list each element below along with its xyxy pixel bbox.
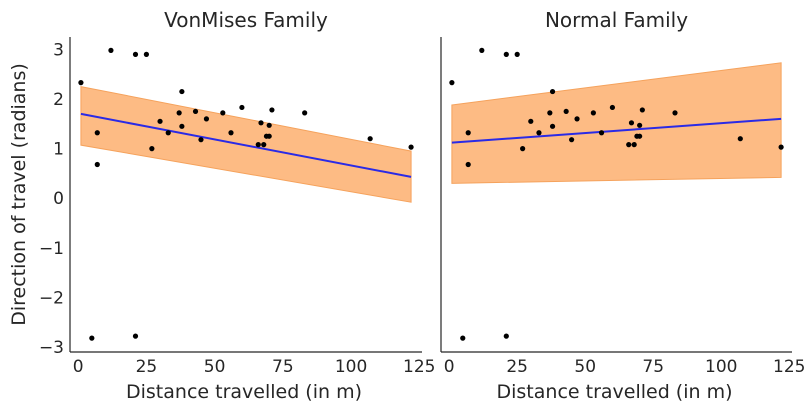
data-point: [302, 110, 308, 116]
data-point: [239, 104, 245, 111]
data-point: [143, 51, 150, 57]
y-tick-label: 2: [53, 90, 64, 110]
data-point: [149, 146, 155, 152]
y-tick-label: 0: [53, 189, 64, 209]
x-axis-label: Distance travelled (in m): [126, 381, 362, 403]
y-tick-label: −1: [39, 239, 64, 259]
x-tick-label: 50: [574, 357, 596, 377]
regression-line: [80, 112, 412, 178]
data-point: [639, 107, 645, 113]
data-point: [460, 335, 466, 341]
x-tick-label: 25: [506, 357, 528, 377]
data-point: [261, 142, 267, 148]
data-point: [637, 122, 643, 128]
data-point: [465, 130, 471, 136]
data-point: [479, 47, 485, 53]
data-point: [179, 88, 185, 95]
data-point: [266, 122, 272, 128]
data-point: [626, 142, 632, 148]
x-tick-label: 100: [705, 357, 737, 377]
y-tick-label: 1: [53, 140, 64, 160]
data-point: [269, 107, 275, 113]
x-tick-label: 25: [136, 357, 158, 377]
data-point: [574, 116, 580, 122]
hdi-band: [451, 62, 782, 184]
data-point: [465, 161, 471, 168]
x-tick-label: 125: [403, 357, 435, 377]
data-point: [94, 161, 100, 168]
data-point: [266, 133, 272, 139]
x-tick-label: 75: [272, 357, 294, 377]
x-tick-label: 50: [204, 357, 226, 377]
data-point: [549, 123, 556, 129]
data-point: [563, 108, 569, 115]
data-point: [778, 144, 784, 150]
data-point: [132, 333, 139, 339]
data-point: [569, 137, 575, 143]
data-point: [179, 123, 185, 129]
x-tick-label: 100: [335, 357, 367, 377]
data-point: [590, 110, 596, 116]
panel-normal: 0 25 50 75 100 125 Normal Family Distance trave…: [440, 8, 806, 403]
panel-vonmises: 0 25 50 75 100 125 3 2 1 0 −1 −2 −3 VonMises Family Di…: [8, 8, 435, 403]
panel-title-vonmises: VonMises Family: [164, 8, 328, 32]
x-tick-label: 125: [773, 357, 805, 377]
data-point: [631, 142, 637, 148]
data-point: [503, 51, 509, 57]
data-point: [367, 136, 373, 142]
y-tick-label: 3: [53, 40, 64, 60]
regression-line: [451, 117, 782, 144]
data-point: [547, 110, 553, 116]
data-point: [449, 80, 455, 86]
data-point: [89, 335, 95, 341]
data-point: [408, 144, 414, 150]
data-point: [672, 110, 678, 116]
data-point: [176, 110, 182, 116]
x-tick-label: 75: [642, 357, 664, 377]
x-axis-label: Distance travelled (in m): [497, 381, 733, 403]
data-point: [198, 137, 204, 143]
y-tick-label: −2: [39, 288, 64, 308]
data-point: [255, 142, 261, 148]
data-point: [628, 120, 635, 126]
x-tick-label: 0: [73, 357, 84, 377]
data-point: [258, 120, 264, 126]
data-point: [503, 333, 509, 339]
data-point: [108, 47, 114, 53]
data-point: [228, 130, 234, 136]
data-point: [598, 130, 605, 136]
data-point: [192, 108, 199, 115]
y-tick-label: −3: [39, 338, 64, 358]
data-point: [203, 116, 210, 122]
data-point: [157, 118, 163, 124]
data-point: [609, 104, 616, 111]
data-point: [132, 51, 139, 57]
data-point: [737, 136, 743, 142]
data-point: [220, 110, 226, 116]
data-point: [94, 130, 100, 136]
data-point: [514, 51, 520, 57]
data-point: [637, 133, 643, 139]
data-point: [528, 118, 534, 124]
data-point: [549, 88, 556, 95]
data-point: [536, 130, 542, 136]
data-point: [78, 80, 84, 86]
data-point: [520, 146, 526, 152]
x-tick-label: 0: [444, 357, 455, 377]
data-point: [165, 130, 171, 136]
panel-title-normal: Normal Family: [545, 8, 688, 32]
y-axis-label: Direction of travel (radians): [8, 63, 30, 326]
